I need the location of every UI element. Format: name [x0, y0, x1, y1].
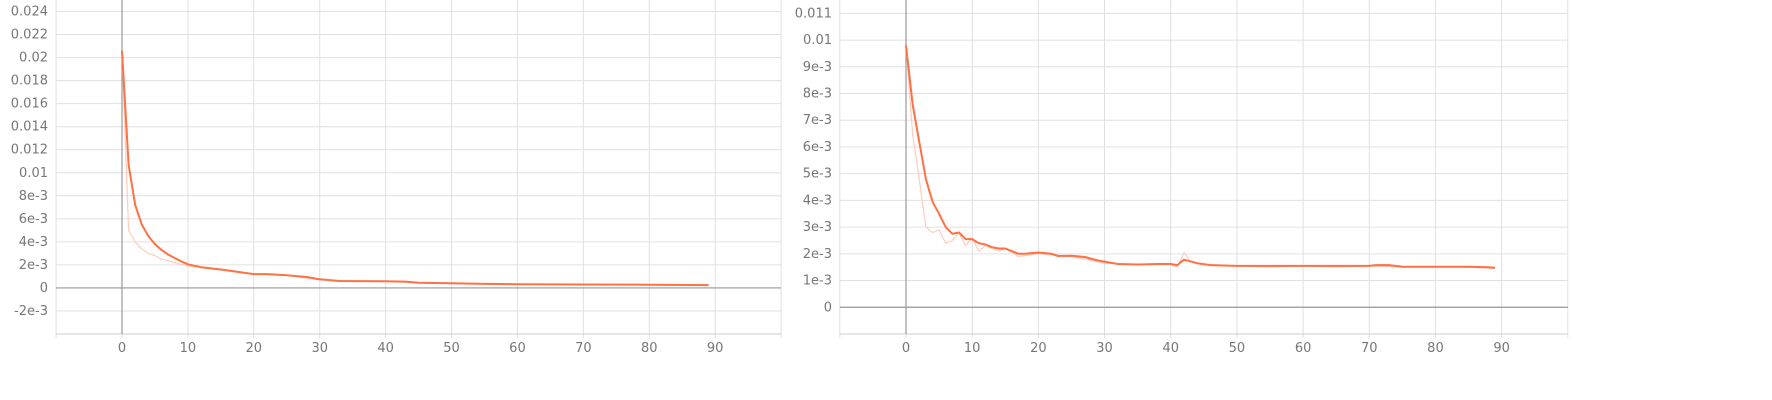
x-tick-label: 50 — [1229, 341, 1246, 356]
y-tick-label: 6e-3 — [19, 212, 48, 227]
y-tick-label: 0.012 — [11, 143, 48, 158]
x-tick-label: 10 — [964, 341, 981, 356]
x-tick-label: 90 — [707, 341, 724, 356]
y-tick-label: 8e-3 — [803, 87, 832, 102]
y-tick-label: 0.02 — [19, 51, 48, 66]
y-tick-label: 0 — [40, 281, 48, 296]
x-tick-label: 20 — [246, 341, 263, 356]
y-tick-label: 6e-3 — [803, 140, 832, 155]
x-tick-label: 80 — [641, 341, 658, 356]
x-tick-label: 0 — [902, 341, 910, 356]
chart-right: 0 1e-3 2e-3 3e-3 4e-3 5e-3 6e-3 7e-3 8e-3 9e-3 0.0… — [795, 0, 1569, 356]
y-tick-label: 0.016 — [11, 97, 48, 112]
y-tick-label: 0 — [824, 300, 832, 315]
y-tick-label: 0.018 — [11, 74, 48, 89]
raw-series-line — [905, 45, 1496, 270]
y-tick-label: -2e-3 — [14, 304, 48, 319]
y-tick-label: 4e-3 — [803, 193, 832, 208]
y-tick-label: 3e-3 — [803, 220, 832, 235]
y-tick-label: 5e-3 — [803, 167, 832, 182]
y-tick-label: 0.024 — [11, 5, 48, 20]
chart-left: -2e-3 0 2e-3 4e-3 6e-3 8e-3 0.01 0.012 0.014 0.01… — [11, 0, 782, 356]
x-tick-label: 20 — [1030, 341, 1047, 356]
y-tick-label: 0.022 — [11, 28, 48, 43]
y-tick-label: 2e-3 — [19, 258, 48, 273]
x-tick-label: 40 — [377, 341, 394, 356]
x-tick-label: 60 — [509, 341, 526, 356]
y-tick-label: 0.01 — [19, 166, 48, 181]
x-tick-label: 30 — [1096, 341, 1113, 356]
x-tick-label: 0 — [118, 341, 126, 356]
smoothed-series-line — [121, 50, 709, 287]
raw-series-line — [121, 50, 709, 286]
x-tick-label: 30 — [311, 341, 328, 356]
smoothed-series-line — [905, 45, 1496, 269]
y-tick-label: 2e-3 — [803, 247, 832, 262]
x-tick-label: 90 — [1493, 341, 1510, 356]
x-tick-label: 70 — [575, 341, 592, 356]
y-tick-label: 1e-3 — [803, 274, 832, 289]
y-tick-label: 9e-3 — [803, 60, 832, 75]
y-tick-label: 8e-3 — [19, 189, 48, 204]
x-tick-label: 50 — [443, 341, 460, 356]
x-tick-label: 70 — [1361, 341, 1378, 356]
y-tick-label: 7e-3 — [803, 113, 832, 128]
y-tick-label: 0.011 — [795, 6, 832, 21]
y-tick-label: 4e-3 — [19, 235, 48, 250]
y-tick-label: 0.01 — [803, 33, 832, 48]
x-tick-label: 10 — [180, 341, 197, 356]
y-tick-label: 0.014 — [11, 120, 48, 135]
x-tick-label: 40 — [1162, 341, 1179, 356]
x-tick-label: 80 — [1427, 341, 1444, 356]
x-tick-label: 60 — [1295, 341, 1312, 356]
